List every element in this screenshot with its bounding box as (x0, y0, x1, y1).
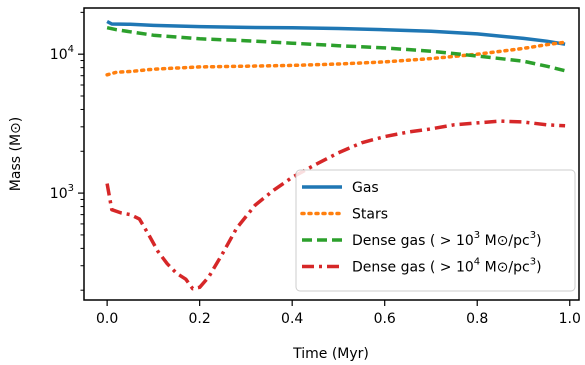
y-axis-label: Mass (M⊙) (8, 117, 24, 191)
series-line-3 (105, 119, 566, 291)
series-line-2 (106, 25, 566, 73)
y-tick-label-1: 104 (50, 44, 74, 63)
legend-label-1: Stars (352, 207, 388, 223)
series-layer (105, 19, 567, 291)
series-line-0 (106, 19, 566, 46)
legend: Gas Stars Dense gas ( > 103 M⊙/pc3) Dense g… (295, 169, 576, 292)
plot-frame (83, 7, 580, 301)
y-tick-label-0: 103 (50, 183, 74, 202)
x-axis-label: Time (Myr) (292, 346, 369, 362)
x-tick-label-4: 0.8 (466, 311, 488, 327)
y-axis: 103 104 (50, 11, 84, 291)
x-tick-label-3: 0.6 (374, 311, 396, 327)
x-tick-label-5: 1.0 (559, 311, 581, 327)
legend-box (295, 169, 576, 292)
legend-label-2: Dense gas ( > 103 M⊙/pc3) (352, 230, 542, 249)
legend-label-0: Gas (352, 180, 379, 196)
x-tick-label-0: 0.0 (96, 311, 118, 327)
series-line-1 (105, 40, 567, 77)
x-tick-label-2: 0.4 (281, 311, 303, 327)
x-tick-label-1: 0.2 (189, 311, 211, 327)
x-axis: 0.0 0.2 0.4 0.6 0.8 1.0 (96, 300, 581, 327)
legend-label-3: Dense gas ( > 104 M⊙/pc3) (352, 257, 542, 276)
